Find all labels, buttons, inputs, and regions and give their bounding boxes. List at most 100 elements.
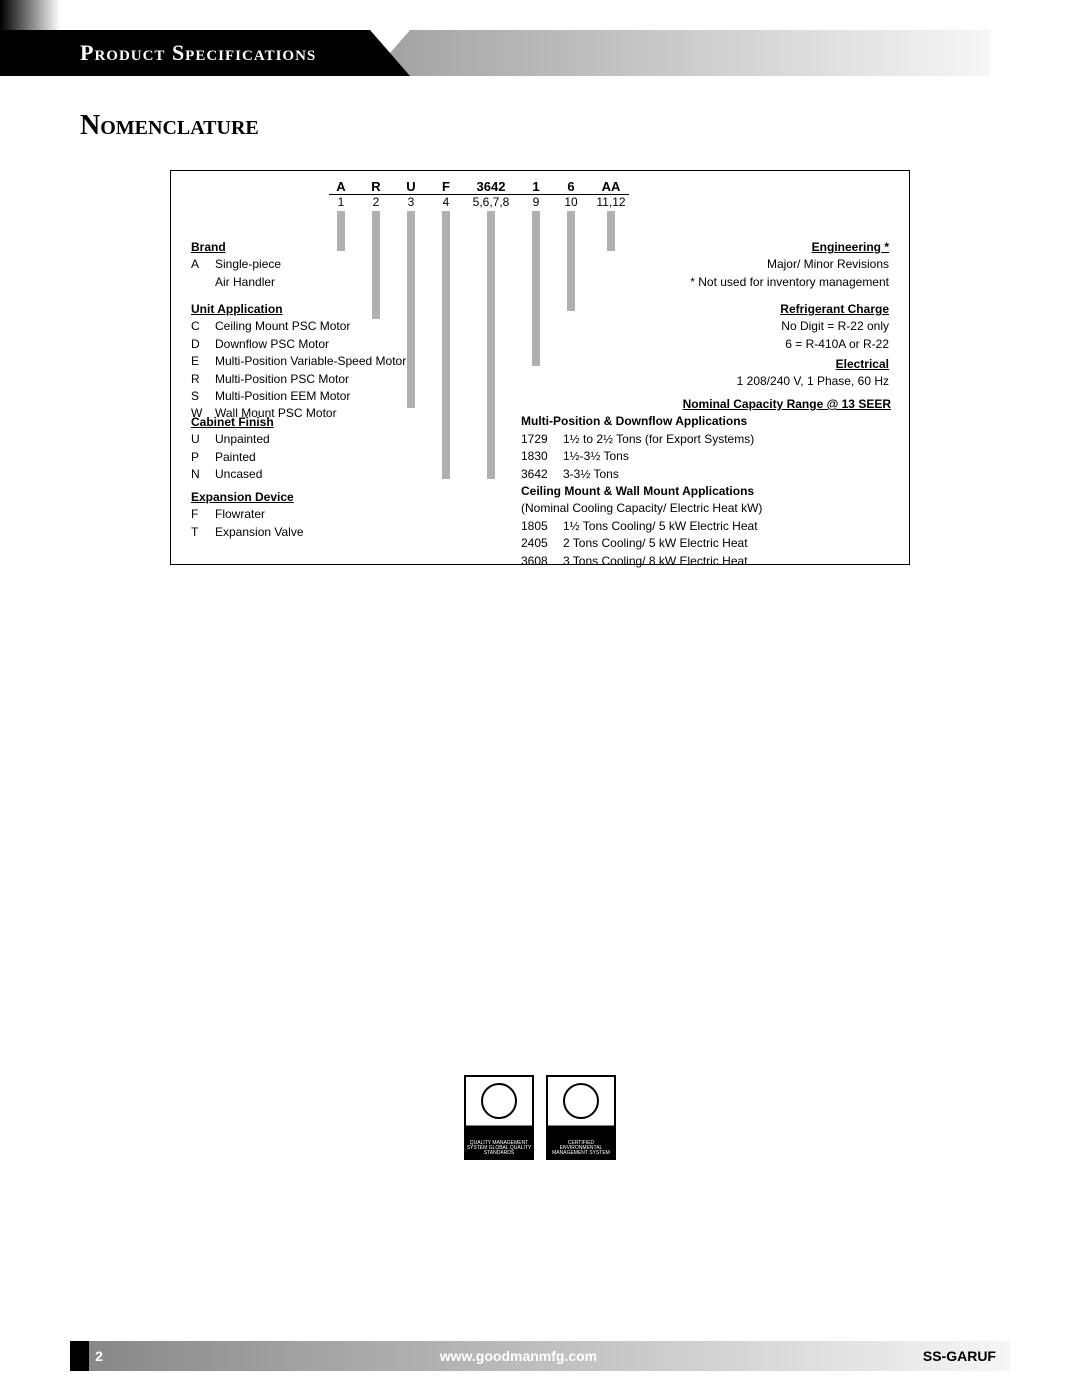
legend-heading: Brand xyxy=(191,239,281,256)
connector-bar xyxy=(337,211,345,251)
legend-heading: Electrical xyxy=(737,356,889,373)
footer-docid: SS-GARUF xyxy=(923,1348,996,1364)
legend-value: No Digit = R-22 only xyxy=(780,318,889,335)
code-index: 4 xyxy=(421,195,471,209)
legend-value: Uncased xyxy=(215,466,262,483)
legend-value: Flowrater xyxy=(215,506,265,523)
header-gradient xyxy=(370,30,990,76)
legend-value: Expansion Valve xyxy=(215,524,304,541)
globe-icon xyxy=(481,1083,517,1119)
code-underline xyxy=(329,194,629,195)
legend-key: S xyxy=(191,388,215,405)
page-number: 2 xyxy=(84,1348,114,1364)
capacity-row: 18051½ Tons Cooling/ 5 kW Electric Heat xyxy=(521,518,891,535)
legend-row: NUncased xyxy=(191,466,274,483)
legend-row: CCeiling Mount PSC Motor xyxy=(191,318,406,335)
legend-section: Expansion DeviceFFlowraterTExpansion Val… xyxy=(191,489,304,541)
legend-value: Air Handler xyxy=(215,274,275,291)
legend-value: Ceiling Mount PSC Motor xyxy=(215,318,350,335)
connector-bar xyxy=(487,211,495,479)
code-letter: F xyxy=(426,179,466,194)
legend-value: Major/ Minor Revisions xyxy=(690,256,889,273)
capacity-row: 36083 Tons Cooling/ 8 kW Electric Heat xyxy=(521,553,891,570)
legend-heading: Unit Application xyxy=(191,301,406,318)
capacity-subhead: Multi-Position & Downflow Applications xyxy=(521,413,891,430)
logo-main-text: ISO 9001 xyxy=(466,1123,532,1137)
legend-value: Unpainted xyxy=(215,431,270,448)
legend-row: PPainted xyxy=(191,449,274,466)
code-letter: 3642 xyxy=(471,179,511,194)
header-title: Product Specifications xyxy=(80,40,316,66)
legend-section: Refrigerant ChargeNo Digit = R-22 only6 … xyxy=(780,301,889,353)
legend-section: Engineering *Major/ Minor Revisions* Not… xyxy=(690,239,889,291)
code-letter: AA xyxy=(591,179,631,194)
legend-section: Cabinet FinishUUnpaintedPPaintedNUncased xyxy=(191,414,274,484)
legend-value: * Not used for inventory management xyxy=(690,274,889,291)
legend-row: EMulti-Position Variable-Speed Motor xyxy=(191,353,406,370)
capacity-line: Nominal Capacity Range @ 13 SEER xyxy=(521,396,891,413)
connector-bar xyxy=(607,211,615,251)
legend-section: Unit ApplicationCCeiling Mount PSC Motor… xyxy=(191,301,406,423)
connector-bar xyxy=(407,211,415,408)
capacity-subhead: Ceiling Mount & Wall Mount Applications xyxy=(521,483,891,500)
legend-key: F xyxy=(191,506,215,523)
code-index: 11,12 xyxy=(586,195,636,209)
capacity-section: Nominal Capacity Range @ 13 SEERMulti-Po… xyxy=(521,396,891,570)
footer-url: www.goodmanmfg.com xyxy=(114,1348,923,1364)
code-letter: U xyxy=(391,179,431,194)
legend-heading: Engineering * xyxy=(690,239,889,256)
logo-sub-text: CERTIFIED ENVIRONMENTAL MANAGEMENT SYSTE… xyxy=(548,1141,614,1156)
logo-sub-text: QUALITY MANAGEMENT SYSTEM GLOBAL QUALITY… xyxy=(466,1141,532,1156)
logo-main-text: ISO 14001 xyxy=(548,1123,614,1137)
cert-logo: ISO 14001 CERTIFIED ENVIRONMENTAL MANAGEM… xyxy=(546,1075,616,1160)
code-letter: R xyxy=(356,179,396,194)
connector-bar xyxy=(442,211,450,479)
legend-row: UUnpainted xyxy=(191,431,274,448)
section-title: Nomenclature xyxy=(80,110,259,142)
legend-row: RMulti-Position PSC Motor xyxy=(191,371,406,388)
legend-value: Multi-Position PSC Motor xyxy=(215,371,349,388)
code-letter: A xyxy=(321,179,361,194)
legend-row: DDownflow PSC Motor xyxy=(191,336,406,353)
capacity-note: (Nominal Cooling Capacity/ Electric Heat… xyxy=(521,500,891,517)
legend-row: SMulti-Position EEM Motor xyxy=(191,388,406,405)
connector-bar xyxy=(532,211,540,366)
capacity-row: 18301½-3½ Tons xyxy=(521,448,891,465)
legend-key: P xyxy=(191,449,215,466)
legend-key: C xyxy=(191,318,215,335)
legend-value: Single-piece xyxy=(215,256,281,273)
legend-key: T xyxy=(191,524,215,541)
legend-heading: Refrigerant Charge xyxy=(780,301,889,318)
code-letter: 6 xyxy=(551,179,591,194)
capacity-row: 17291½ to 2½ Tons (for Export Systems) xyxy=(521,431,891,448)
globe-icon xyxy=(563,1083,599,1119)
nomenclature-diagram: ARUF364216AA 12345,6,7,891011,12 BrandAS… xyxy=(170,170,910,565)
legend-row: TExpansion Valve xyxy=(191,524,304,541)
legend-value: 6 = R-410A or R-22 xyxy=(780,336,889,353)
legend-key: E xyxy=(191,353,215,370)
cert-logos: ISO 9001 QUALITY MANAGEMENT SYSTEM GLOBAL… xyxy=(0,1075,1080,1165)
legend-section: Electrical1 208/240 V, 1 Phase, 60 Hz xyxy=(737,356,889,391)
legend-value: Multi-Position Variable-Speed Motor xyxy=(215,353,406,370)
code-index: 5,6,7,8 xyxy=(466,195,516,209)
connector-bar xyxy=(567,211,575,311)
legend-heading: Expansion Device xyxy=(191,489,304,506)
legend-value: Multi-Position EEM Motor xyxy=(215,388,350,405)
legend-section: BrandASingle-pieceAir Handler xyxy=(191,239,281,291)
legend-key: R xyxy=(191,371,215,388)
code-letter: 1 xyxy=(516,179,556,194)
legend-row: FFlowrater xyxy=(191,506,304,523)
legend-key: A xyxy=(191,256,215,273)
legend-value: Painted xyxy=(215,449,256,466)
legend-key: D xyxy=(191,336,215,353)
legend-value: 1 208/240 V, 1 Phase, 60 Hz xyxy=(737,373,889,390)
legend-value: Downflow PSC Motor xyxy=(215,336,329,353)
footer-bar: 2 www.goodmanmfg.com SS-GARUF xyxy=(70,1341,1010,1371)
legend-heading: Cabinet Finish xyxy=(191,414,274,431)
legend-row: Air Handler xyxy=(191,274,281,291)
header-band: Product Specifications xyxy=(0,30,410,76)
capacity-row: 36423-3½ Tons xyxy=(521,466,891,483)
legend-key xyxy=(191,274,215,291)
cert-logo: ISO 9001 QUALITY MANAGEMENT SYSTEM GLOBAL… xyxy=(464,1075,534,1160)
legend-key: N xyxy=(191,466,215,483)
